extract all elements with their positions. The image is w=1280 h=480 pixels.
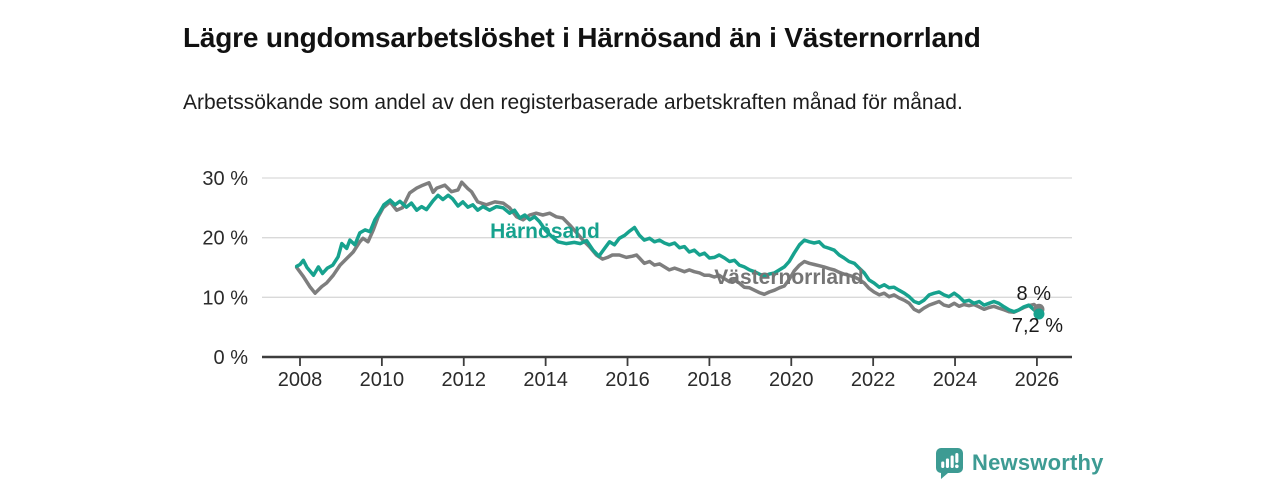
x-axis-tick-label: 2014 [523, 369, 568, 391]
x-axis-tick-label: 2012 [442, 369, 487, 391]
x-axis-tick-label: 2016 [605, 369, 650, 391]
x-axis-tick-label: 2026 [1015, 369, 1060, 391]
x-axis-tick-label: 2024 [933, 369, 978, 391]
y-axis-tick-label: 20 % [202, 228, 248, 250]
x-axis-tick-label: 2020 [769, 369, 814, 391]
brand-name: Newsworthy [972, 450, 1104, 475]
y-axis-tick-label: 30 % [202, 168, 248, 190]
y-axis-tick-label: 10 % [202, 287, 248, 309]
x-axis-tick-label: 2018 [687, 369, 732, 391]
chart-title: Lägre ungdomsarbetslöshet i Härnösand än… [183, 21, 981, 53]
series-line-härnösand [294, 193, 1041, 316]
series-end-value-label: 7,2 % [1012, 315, 1063, 337]
series-end-dot-härnösand [1033, 308, 1045, 320]
x-axis-tick-label: 2022 [851, 369, 896, 391]
chart-subtitle: Arbetssökande som andel av den registerb… [183, 91, 963, 114]
y-axis-tick-label: 0 % [214, 347, 249, 369]
series-name-label-västernorrland: Västernorrland [714, 266, 863, 289]
x-axis-tick-label: 2008 [278, 369, 323, 391]
series-end-value-label: 8 % [1017, 283, 1052, 305]
series-name-label-härnösand: Härnösand [490, 220, 600, 243]
brand-footer: Newsworthy [936, 447, 1104, 479]
series-line-västernorrland [294, 180, 1041, 314]
x-axis-tick-label: 2010 [360, 369, 405, 391]
newsworthy-logo-icon [936, 447, 963, 479]
